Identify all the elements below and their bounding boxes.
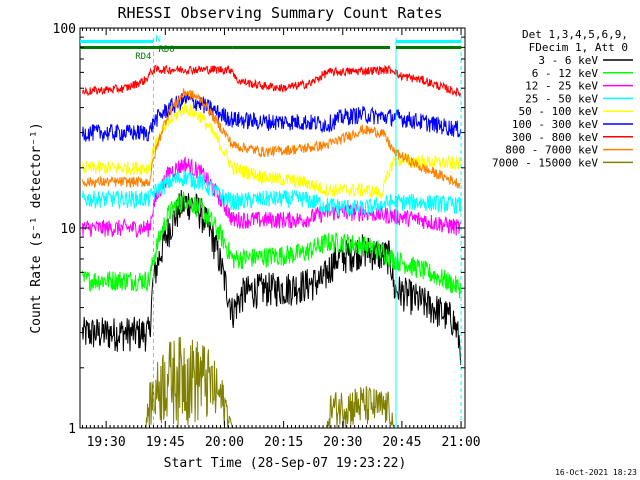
series-line-6 — [82, 92, 462, 142]
legend-header-line-1: Det 1,3,4,5,6,9, — [522, 28, 628, 41]
x-tick-label-1: 19:30 — [87, 435, 126, 450]
legend-entry-label-1: 3 - 6 keV — [538, 54, 598, 67]
series-line-3 — [82, 156, 462, 238]
series-line-1 — [82, 189, 462, 365]
chart-title: RHESSI Observing Summary Count Rates — [117, 4, 442, 22]
legend-entry-label-6: 100 - 300 keV — [512, 118, 598, 131]
y-axis: 1 10 100 — [53, 22, 465, 437]
legend-header-line-2: FDecim 1, Att 0 — [529, 41, 628, 54]
mode-bar-4 — [326, 46, 391, 49]
legend-entry-label-7: 300 - 800 keV — [512, 131, 598, 144]
legend-entry-label-5: 50 - 100 keV — [519, 105, 599, 118]
x-axis-label: Start Time (28-Sep-07 19:23:22) — [164, 456, 407, 471]
plot-area — [82, 64, 462, 428]
series-line-5 — [82, 101, 462, 200]
x-axis: 19:30 19:45 20:00 20:15 20:30 20:45 21:00 — [81, 28, 481, 450]
y-axis-label: Count Rate (s⁻¹ detector⁻¹) — [29, 122, 44, 333]
legend-entry-label-9: 7000 - 15000 keV — [492, 156, 598, 169]
annotations-layer: N RD4 RD0 — [80, 35, 462, 428]
series-3 — [82, 156, 462, 238]
series-7 — [82, 64, 462, 97]
legend-entry-label-3: 12 - 25 keV — [525, 80, 598, 93]
y-tick-label-3: 100 — [53, 22, 76, 37]
series-line-8 — [82, 88, 461, 189]
series-2 — [82, 191, 462, 299]
series-line-7 — [82, 64, 462, 97]
series-1 — [82, 189, 462, 365]
series-6 — [82, 92, 462, 142]
x-tick-label-2: 19:45 — [146, 435, 185, 450]
series-8 — [82, 88, 461, 189]
x-tick-label-6: 20:45 — [382, 435, 421, 450]
night-bar-2 — [395, 40, 462, 43]
legend: Det 1,3,4,5,6,9,FDecim 1, Att 03 - 6 keV… — [492, 28, 633, 169]
timestamp: 16-Oct-2021 18:23 — [555, 468, 637, 477]
night-bar-1 — [80, 40, 154, 43]
mode-label-rd0: RD0 — [158, 45, 174, 55]
mode-bar-2 — [153, 46, 233, 49]
legend-entry-label-8: 800 - 7000 keV — [505, 144, 598, 157]
night-bar-label: N — [155, 35, 160, 45]
x-tick-label-3: 20:00 — [205, 435, 244, 450]
legend-entry-label-2: 6 - 12 keV — [532, 67, 599, 80]
series-line-2 — [82, 191, 462, 299]
y-tick-label-2: 10 — [60, 222, 76, 237]
mode-label-rd4: RD4 — [135, 52, 151, 62]
x-tick-label-7: 21:00 — [441, 435, 480, 450]
x-tick-label-4: 20:15 — [264, 435, 303, 450]
series-5 — [82, 101, 462, 200]
x-tick-label-5: 20:30 — [323, 435, 362, 450]
mode-bar-1 — [80, 46, 154, 49]
y-tick-label-1: 1 — [68, 422, 76, 437]
mode-bar-5 — [395, 46, 462, 49]
series-line-4 — [82, 170, 462, 218]
legend-entry-label-4: 25 - 50 keV — [525, 92, 598, 105]
mode-bar-3 — [232, 46, 327, 49]
series-4 — [82, 170, 462, 218]
